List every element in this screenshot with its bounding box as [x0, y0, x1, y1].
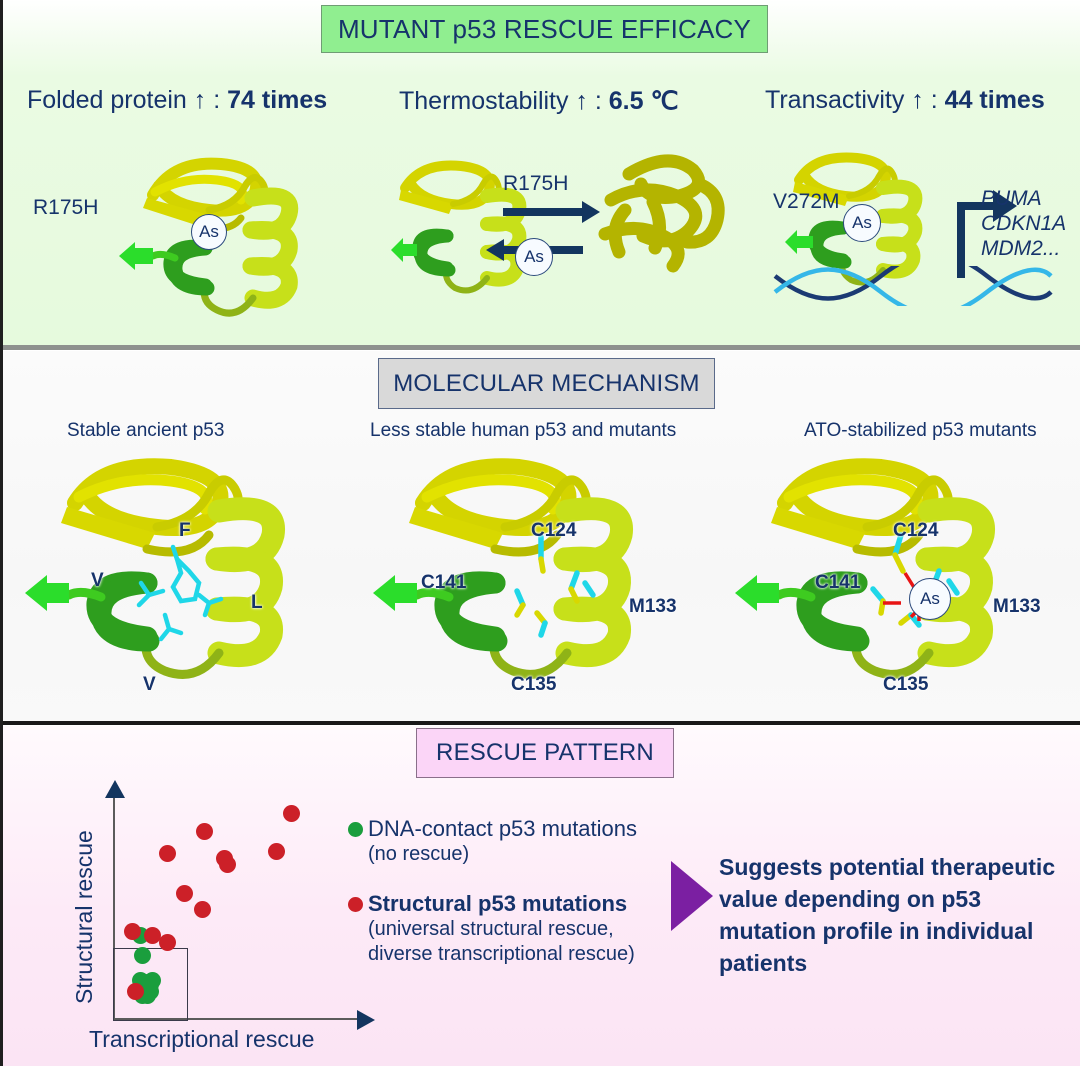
scatter-point: [144, 927, 162, 945]
protein-structure-icon: [735, 458, 995, 679]
scatter-point: [134, 947, 152, 965]
legend-head-dna-contact: DNA-contact p53 mutations: [348, 816, 658, 842]
legend-bullet-red-icon: [348, 896, 363, 912]
legend-label-structural: Structural p53 mutations: [368, 891, 628, 916]
scatter-point: [176, 885, 194, 903]
y-axis-label: Structural rescue: [71, 830, 97, 1004]
legend-item-structural: Structural p53 mutations (universal stru…: [348, 891, 658, 967]
gene-puma: PUMA: [981, 187, 1042, 210]
legend-label-dna-contact: DNA-contact p53 mutations: [368, 816, 638, 841]
gene-cdkn1a: CDKN1A: [981, 212, 1067, 235]
metric-transactivity-label: Transactivity ↑ :: [765, 86, 945, 114]
scatter-point: [124, 922, 142, 940]
column-caption-stable-ancient-p53: Stable ancient p53: [67, 420, 225, 441]
scatter-plot-rescue-pattern: Structural rescue Transcriptional rescue: [41, 778, 375, 1058]
legend-head-structural: Structural p53 mutations: [348, 891, 658, 917]
y-axis-arrowhead-icon: [105, 780, 125, 798]
residue-label-C141-right: C141: [815, 572, 861, 593]
protein-ribbon-folded-mid: [391, 152, 551, 302]
protein-ribbon-v272m-right: [783, 146, 948, 296]
mutation-label-v272m: V272M: [773, 190, 840, 213]
legend-sub-structural: (universal structural rescue, diverse tr…: [368, 918, 635, 965]
residue-label-C135-right: C135: [883, 674, 929, 695]
residue-label-L: L: [251, 592, 263, 613]
misfolded-protein-icon: [598, 154, 725, 273]
metric-folded-protein-value: 74 times: [227, 86, 328, 114]
protein-structure-icon: [25, 458, 285, 679]
scatter-point: [126, 982, 144, 1000]
x-axis-arrowhead-icon: [357, 1010, 375, 1030]
metric-transactivity-value: 44 times: [944, 86, 1045, 114]
scatter-point: [283, 805, 301, 823]
arrow-forward-misfolding: [503, 201, 600, 223]
metric-thermostability-value: 6.5 ℃: [608, 87, 679, 115]
metric-thermostability: Thermostability ↑ : 6.5 ℃: [399, 86, 679, 116]
target-gene-list: PUMA CDKN1A MDM2...: [981, 186, 1066, 261]
protein-structure-icon: [785, 152, 923, 286]
residue-label-V-bottom: V: [143, 674, 156, 695]
residue-label-F: F: [179, 520, 191, 541]
residue-label-V-left: V: [91, 570, 104, 591]
residue-label-C124-right: C124: [893, 520, 939, 541]
panel-mutant-p53-rescue-efficacy: MUTANT p53 RESCUE EFFICACY Folded protei…: [3, 0, 1080, 348]
misfolded-protein-blob: [591, 148, 731, 278]
as-ligand-badge-ato: As: [909, 578, 951, 620]
residue-label-M133-right: M133: [993, 596, 1041, 617]
as-ligand-badge-right: As: [843, 204, 881, 242]
mutation-label-r175h-mid: R175H: [503, 172, 569, 195]
scatter-point: [159, 845, 177, 863]
residue-label-C135-mid: C135: [511, 674, 557, 695]
metric-folded-protein: Folded protein ↑ : 74 times: [27, 86, 327, 115]
residue-label-C141-mid: C141: [421, 572, 467, 593]
conclusion-text: Suggests potential therapeutic value dep…: [719, 854, 1056, 976]
protein-ribbon-human-p53: [371, 455, 691, 710]
scatter-point: [196, 823, 214, 841]
protein-structure-icon: [373, 458, 633, 679]
scatter-point: [268, 843, 286, 860]
column-caption-ato-stabilized-p53: ATO-stabilized p53 mutants: [804, 420, 1037, 441]
x-axis-label: Transcriptional rescue: [89, 1026, 315, 1052]
scatter-point: [193, 900, 211, 918]
conclusion-arrow-icon: [671, 861, 713, 931]
transcription-arrow: [957, 190, 1017, 278]
scatter-legend: DNA-contact p53 mutations (no rescue) St…: [348, 816, 658, 973]
panel-title-efficacy: MUTANT p53 RESCUE EFFICACY: [321, 5, 768, 53]
as-ligand-badge: As: [191, 214, 227, 250]
gene-mdm2: MDM2...: [981, 237, 1061, 260]
mutation-label-r175h-left: R175H: [33, 196, 99, 219]
protein-ribbon-ato-stabilized-p53: [733, 455, 1053, 710]
x-axis-line: [113, 1018, 363, 1020]
protein-structure-icon: [119, 157, 299, 317]
as-ligand-badge-mid: As: [515, 238, 553, 276]
metric-transactivity: Transactivity ↑ : 44 times: [765, 86, 1045, 115]
legend-sub-dna-contact: (no rescue): [368, 843, 470, 865]
scatter-point: [218, 856, 236, 874]
no-rescue-region-box: [113, 948, 188, 1021]
panel-title-mechanism: MOLECULAR MECHANISM: [378, 358, 715, 409]
metric-thermostability-label: Thermostability ↑ :: [399, 87, 609, 115]
column-caption-less-stable-human-p53: Less stable human p53 and mutants: [370, 420, 677, 441]
y-axis-line: [113, 796, 115, 1020]
protein-structure-icon: [391, 160, 527, 294]
panel-title-rescue-pattern: RESCUE PATTERN: [416, 728, 674, 778]
legend-item-dna-contact: DNA-contact p53 mutations (no rescue): [348, 816, 658, 867]
residue-label-C124-mid: C124: [531, 520, 577, 541]
divider-panel2-panel3: [3, 721, 1080, 725]
protein-ribbon-ancient-p53: [23, 455, 343, 710]
protein-ribbon-r175h-left: As: [113, 140, 333, 330]
residue-label-M133-mid: M133: [629, 596, 677, 617]
scatter-point: [159, 934, 177, 952]
legend-bullet-green-icon: [348, 821, 363, 837]
metric-folded-protein-label: Folded protein ↑ :: [27, 86, 228, 114]
divider-panel1-panel2: [3, 345, 1080, 350]
